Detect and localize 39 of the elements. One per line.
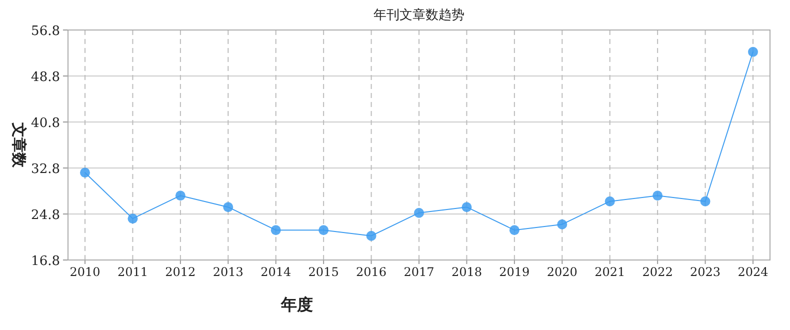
y-tick-label: 16.8 xyxy=(31,254,60,269)
x-tick-label: 2016 xyxy=(356,265,387,279)
point xyxy=(175,190,186,201)
x-tick-label: 2019 xyxy=(499,265,530,279)
point xyxy=(748,46,758,57)
point xyxy=(509,225,520,236)
point xyxy=(462,202,472,212)
x-tick-label: 2017 xyxy=(404,265,434,279)
point xyxy=(270,225,281,236)
point xyxy=(557,219,568,230)
x-tick-label: 2018 xyxy=(451,265,482,279)
x-tick-label: 2020 xyxy=(546,265,578,279)
point xyxy=(414,208,424,218)
y-tick-label: 48.8 xyxy=(31,70,60,85)
x-tick-label: 2012 xyxy=(165,265,196,279)
x-tick-label: 2023 xyxy=(690,265,721,279)
x-tick-label: 2021 xyxy=(594,265,626,279)
point xyxy=(318,225,329,236)
point xyxy=(80,168,90,178)
point xyxy=(366,230,376,241)
x-tick-label: 2011 xyxy=(117,265,148,279)
y-axis-title: 文章数 xyxy=(10,122,28,168)
point xyxy=(700,196,710,206)
chart-title: 年刊文章数趋势 xyxy=(374,8,464,23)
point xyxy=(652,190,663,201)
y-tick-label: 32.8 xyxy=(31,162,60,177)
x-axis-title: 年度 xyxy=(280,295,313,314)
y-tick-label: 56.8 xyxy=(31,24,60,39)
x-tick-label: 2014 xyxy=(260,265,292,279)
point xyxy=(128,214,138,224)
y-tick-label: 40.8 xyxy=(31,116,60,131)
point xyxy=(604,196,615,206)
y-tick-label: 24.8 xyxy=(31,208,60,223)
x-tick-label: 2015 xyxy=(308,265,339,279)
x-tick-label: 2022 xyxy=(642,265,673,279)
x-tick-label: 2010 xyxy=(70,265,100,279)
x-tick-label: 2024 xyxy=(738,265,769,279)
point xyxy=(223,202,234,212)
x-tick-label: 2013 xyxy=(212,265,244,279)
